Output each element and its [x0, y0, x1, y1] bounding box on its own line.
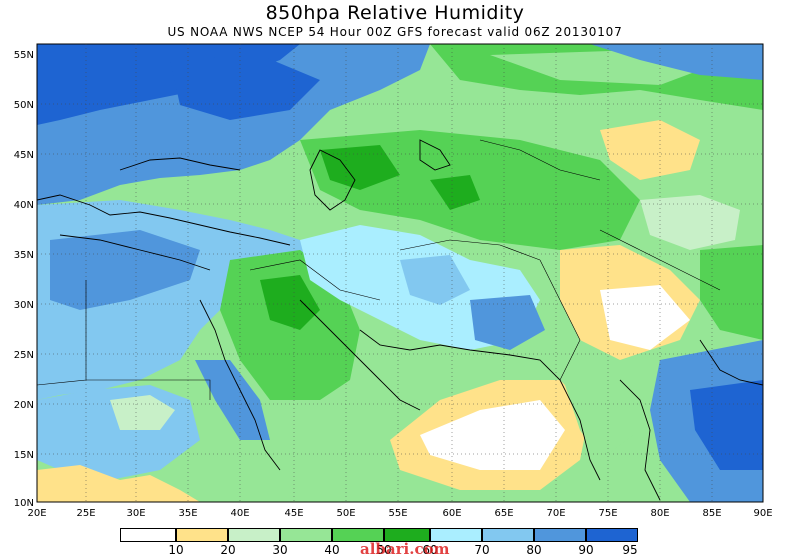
- legend-label: 40: [324, 543, 340, 557]
- coastlines: [36, 139, 764, 501]
- lon-tick-label: 55E: [388, 508, 407, 519]
- legend-box: [430, 528, 482, 542]
- legend-box: [332, 528, 384, 542]
- lon-tick-label: 70E: [546, 508, 565, 519]
- legend-box: [228, 528, 280, 542]
- lat-tick-label: 35N: [14, 250, 34, 261]
- color-legend: [120, 528, 682, 543]
- lon-tick-label: 65E: [494, 508, 513, 519]
- lat-tick-label: 30N: [14, 300, 34, 311]
- humidity-field: [37, 44, 763, 502]
- legend-box: [384, 528, 430, 542]
- legend-box: [586, 528, 638, 542]
- legend-box: [120, 528, 176, 542]
- watermark: albari.com: [360, 540, 450, 558]
- legend-label: 95: [622, 543, 638, 557]
- legend-label: 70: [474, 543, 490, 557]
- plot-frame: [36, 43, 764, 503]
- lon-tick-label: 25E: [76, 508, 95, 519]
- lon-tick-label: 50E: [336, 508, 355, 519]
- lon-tick-label: 85E: [702, 508, 721, 519]
- grid-lines: [37, 44, 763, 502]
- lat-tick-labels: 55N 50N 45N 40N 35N 30N 25N 20N 15N 10N: [14, 50, 34, 509]
- legend-box: [482, 528, 534, 542]
- lat-tick-label: 25N: [14, 350, 34, 361]
- lat-tick-label: 20N: [14, 400, 34, 411]
- lon-tick-labels: 20E 25E 30E 35E 40E 45E 50E 55E 60E 65E …: [27, 508, 772, 519]
- lon-tick-label: 20E: [27, 508, 46, 519]
- lon-tick-label: 35E: [178, 508, 197, 519]
- legend-label: 50: [376, 543, 392, 557]
- legend-label: 60: [422, 543, 438, 557]
- lon-tick-label: 80E: [650, 508, 669, 519]
- country-borders: [36, 139, 721, 400]
- map-title: 850hpa Relative Humidity: [265, 2, 525, 24]
- lat-tick-label: 40N: [14, 200, 34, 211]
- legend-label: 20: [220, 543, 236, 557]
- lat-tick-label: 55N: [14, 50, 34, 61]
- lat-tick-label: 50N: [14, 100, 34, 111]
- legend-label: 10: [168, 543, 184, 557]
- lat-tick-label: 15N: [14, 450, 34, 461]
- lon-tick-label: 90E: [753, 508, 772, 519]
- legend-box: [534, 528, 586, 542]
- lon-tick-label: 75E: [598, 508, 617, 519]
- lon-tick-label: 40E: [230, 508, 249, 519]
- legend-label: 30: [272, 543, 288, 557]
- lon-tick-label: 30E: [126, 508, 145, 519]
- legend-label: 80: [526, 543, 542, 557]
- lat-tick-label: 45N: [14, 150, 34, 161]
- legend-box: [176, 528, 228, 542]
- lon-tick-label: 60E: [442, 508, 461, 519]
- legend-label: 90: [578, 543, 594, 557]
- map-subtitle: US NOAA NWS NCEP 54 Hour 00Z GFS forecas…: [167, 25, 623, 39]
- lon-tick-label: 45E: [284, 508, 303, 519]
- lat-tick-label: 10N: [14, 498, 34, 509]
- legend-box: [280, 528, 332, 542]
